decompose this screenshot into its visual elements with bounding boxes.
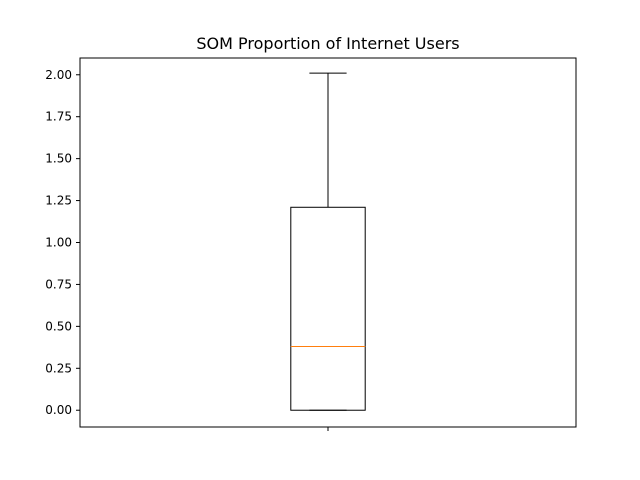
box-series [290,72,366,411]
y-tick-label: 1.00 [45,236,72,250]
y-tick-label: 1.75 [45,110,72,124]
box-body [290,206,366,411]
y-axis: 0.00 0.25 0.50 0.75 1.00 1.25 1.50 1.75 2.00 [45,68,80,417]
y-tick-label: 1.50 [45,152,72,166]
y-tick-label: 1.25 [45,194,72,208]
y-tick-label: 0.50 [45,319,72,333]
y-tick-label: 2.00 [45,68,72,82]
y-tick-label: 0.25 [45,361,72,375]
y-tick-label: 0.75 [45,277,72,291]
y-tick-label: 0.00 [45,403,72,417]
chart-title: SOM Proportion of Internet Users [196,34,459,53]
box-item [290,72,366,411]
